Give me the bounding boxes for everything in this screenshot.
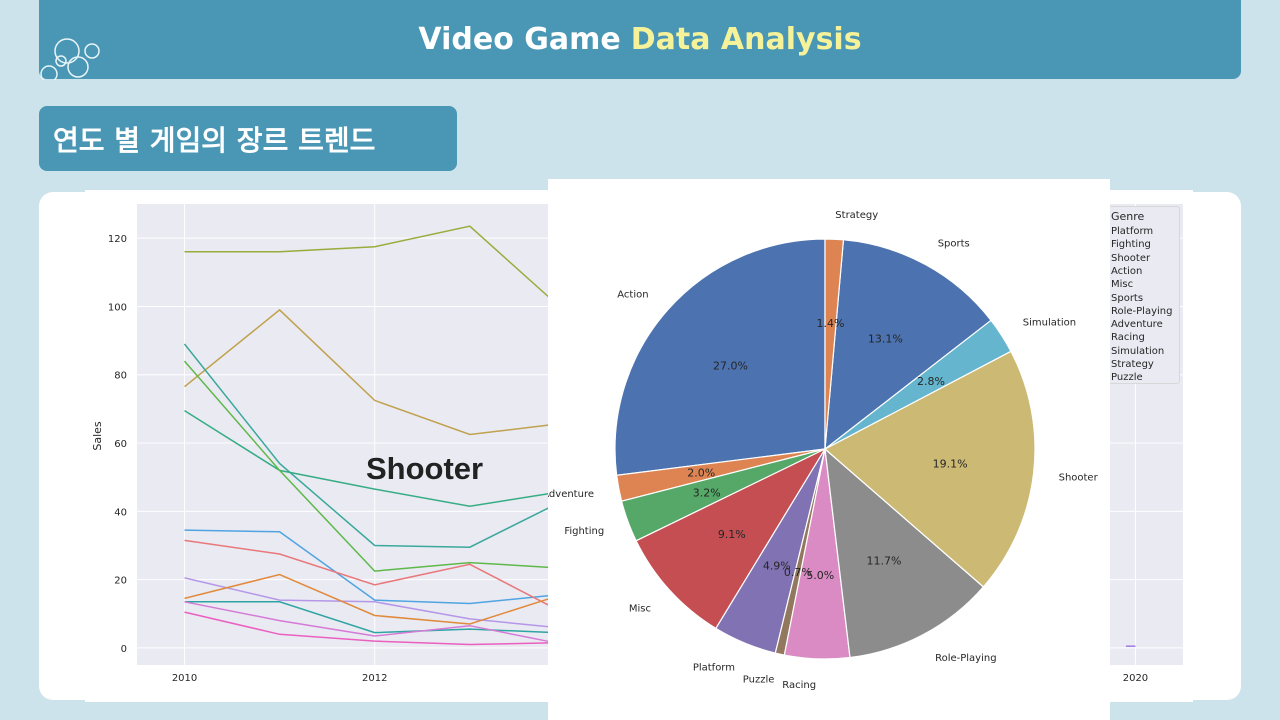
series-line: [184, 573, 556, 625]
legend-item: Misc: [1111, 279, 1134, 291]
section-title: 연도 별 게임의 장르 트렌드: [39, 106, 457, 171]
legend-item: Racing: [1111, 332, 1145, 344]
genre-callout-label: Shooter: [366, 451, 484, 486]
y-tick-label: 60: [114, 439, 127, 450]
pie-category-label: Shooter: [1059, 472, 1099, 483]
legend-item: Shooter: [1111, 252, 1151, 264]
pie-percent-label: 9.1%: [718, 528, 746, 541]
pie-slice: [614, 238, 826, 476]
pie-percent-label: 27.0%: [713, 360, 748, 373]
y-axis-label: Sales: [91, 421, 104, 451]
x-tick-label: 2020: [1123, 673, 1148, 684]
pie-category-label: Adventure: [548, 489, 594, 500]
legend-item: Fighting: [1111, 239, 1151, 251]
y-tick-label: 40: [114, 507, 127, 518]
legend-item: Puzzle: [1111, 372, 1143, 384]
pie-percent-label: 13.1%: [868, 332, 903, 345]
pie-slice: [824, 447, 985, 659]
legend-item: Strategy: [1111, 359, 1154, 370]
pie-slice: [824, 238, 845, 450]
page-title: Video Game Data Analysis: [39, 0, 1241, 79]
pie-category-label: Role-Playing: [935, 653, 996, 664]
legend-item: Platform: [1111, 226, 1154, 237]
series-line: [184, 601, 556, 634]
pie-category-label: Action: [617, 290, 648, 301]
pie-slice: [635, 447, 827, 630]
pie-category-label: Puzzle: [743, 675, 775, 686]
pie-percent-label: 2.8%: [917, 375, 945, 388]
legend-item: Role-Playing: [1111, 305, 1173, 317]
series-line: [184, 601, 556, 644]
y-tick-label: 100: [108, 302, 127, 313]
pie-percent-label: 1.4%: [817, 317, 845, 330]
title-highlight: Data Analysis: [630, 22, 862, 57]
legend-title: Genre: [1111, 210, 1145, 223]
legend-item: Adventure: [1111, 319, 1163, 331]
pie-category-label: Platform: [693, 662, 735, 673]
legend-item: Simulation: [1111, 345, 1165, 357]
series-line: [184, 409, 556, 507]
series-line: [184, 529, 556, 605]
pie-percent-label: 4.9%: [763, 559, 791, 572]
legend-item: Action: [1111, 265, 1143, 277]
pie-chart-panel: Action Adventure Fighting Misc Platform Puzzl…: [548, 179, 1110, 720]
series-line: [183, 360, 556, 572]
y-tick-label: 20: [114, 576, 127, 587]
series-line: [184, 225, 556, 304]
y-tick-label: 120: [108, 234, 127, 245]
pie-slice: [824, 239, 992, 451]
series-line: [183, 343, 556, 548]
header-bar: Video Game Data Analysis: [39, 0, 1241, 80]
pie-category-label: Misc: [629, 603, 651, 614]
pie-category-label: Strategy: [835, 210, 878, 221]
series-line: [184, 577, 556, 629]
pie-percent-label: 5.0%: [806, 569, 834, 582]
pie-category-label: Fighting: [564, 526, 604, 537]
pie-percent-label: 11.7%: [867, 554, 902, 567]
legend-item: Sports: [1111, 292, 1144, 304]
x-tick-label: 2010: [172, 673, 197, 684]
series-line: [184, 308, 556, 436]
y-tick-label: 80: [114, 371, 127, 382]
pie-slice: [823, 350, 1036, 588]
pie-percent-label: 2.0%: [687, 467, 715, 480]
pie-percent-label: 19.1%: [933, 458, 968, 471]
title-main: Video Game: [418, 22, 621, 57]
pie-percent-label: 3.2%: [693, 486, 721, 499]
pie-percent-label: 0.7%: [784, 566, 812, 579]
chart-legend: Genre Platform Fighting Shooter Action Misc S…: [1108, 206, 1180, 384]
series-line: [184, 539, 556, 610]
pie-category-label: Racing: [782, 680, 816, 691]
pie-chart: Action Adventure Fighting Misc Platform Puzzl…: [548, 210, 1099, 691]
bubbles-decoration-icon: [40, 38, 100, 80]
x-tick-label: 2012: [362, 673, 387, 684]
y-tick-label: 0: [121, 644, 127, 655]
pie-category-label: Simulation: [1023, 318, 1076, 329]
pie-category-label: Sports: [938, 239, 970, 250]
series-line: [184, 611, 556, 646]
